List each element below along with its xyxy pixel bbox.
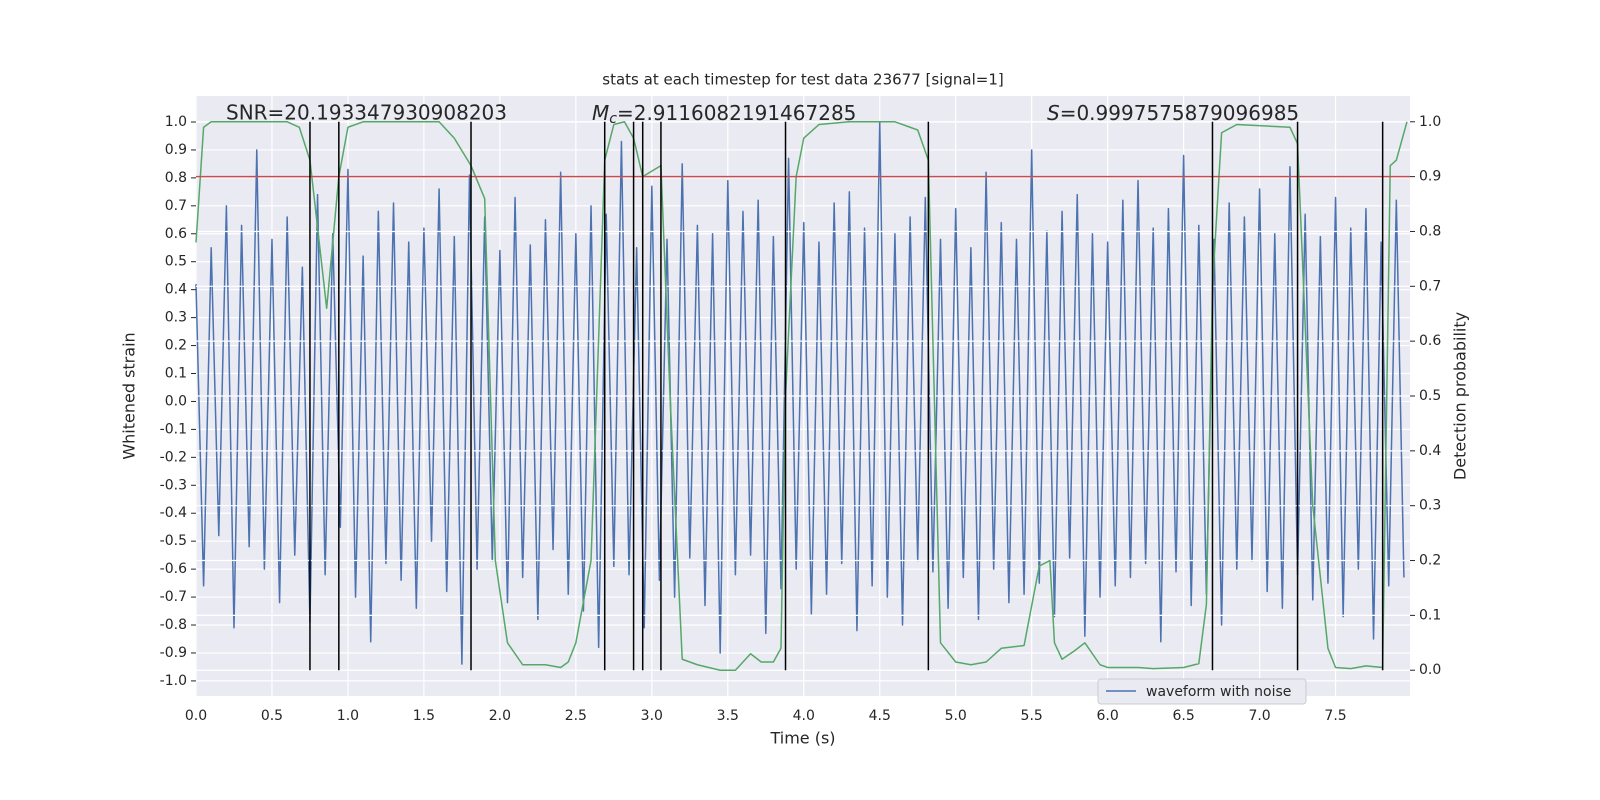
x-tick-label: 3.5: [717, 708, 739, 724]
annotation-symbol: S: [1047, 101, 1060, 125]
annotation-text: =2.9116082191467285: [617, 101, 856, 125]
x-tick-label: 0.0: [185, 708, 207, 724]
y-tick-label: -0.9: [160, 645, 187, 661]
x-axis-label: Time (s): [769, 729, 835, 748]
layer-front: [195, 121, 1410, 671]
y2-axis-label: Detection probability: [1451, 312, 1470, 480]
annotation-symbol: M: [592, 101, 609, 125]
y2-tick-label: 0.6: [1419, 333, 1441, 349]
y2-tick-label: 0.8: [1419, 223, 1441, 239]
y-tick-label: 1.0: [165, 114, 187, 130]
y-tick-label: -1.0: [160, 673, 187, 689]
x-tick-label: 3.0: [641, 708, 663, 724]
x-tick-label: 7.0: [1248, 708, 1270, 724]
y-tick-label: -0.6: [160, 561, 187, 577]
x-tick-label: 1.0: [337, 708, 359, 724]
y-tick-label: -0.4: [160, 505, 187, 521]
x-tick-label: 2.5: [565, 708, 587, 724]
y-tick-label: -0.1: [160, 421, 187, 437]
y-tick-label: 0.1: [165, 366, 187, 382]
y-tick-label: -0.5: [160, 533, 187, 549]
y-tick-label: -0.8: [160, 617, 187, 633]
y2-tick-label: 0.0: [1419, 662, 1441, 678]
y2-tick-label: 0.3: [1419, 498, 1441, 514]
x-tick-label: 0.5: [261, 708, 283, 724]
y-tick-label: 0.4: [165, 282, 187, 298]
x-tick-label: 6.5: [1172, 708, 1194, 724]
x-tick-label: 5.5: [1021, 708, 1043, 724]
y-tick-label: 0.9: [165, 142, 187, 158]
y2-tick-label: 0.7: [1419, 278, 1441, 294]
x-tick-label: 4.0: [793, 708, 815, 724]
legend: waveform with noise: [1097, 678, 1307, 705]
y2-tick-label: 0.4: [1419, 443, 1441, 459]
x-tick-label: 5.0: [945, 708, 967, 724]
y-tick-label: -0.3: [160, 477, 187, 493]
y-tick-label: 0.6: [165, 226, 187, 242]
annotation: SNR=20.193347930908203: [226, 101, 507, 125]
x-tick-label: 1.5: [413, 708, 435, 724]
x-tick-label: 7.5: [1324, 708, 1346, 724]
x-tick-label: 4.5: [869, 708, 891, 724]
y-tick-label: 0.8: [165, 170, 187, 186]
y2-tick-label: 0.5: [1419, 388, 1441, 404]
y-tick-label: -0.7: [160, 589, 187, 605]
y-tick-label: 0.2: [165, 338, 187, 354]
y-tick-label: 0.0: [165, 393, 187, 409]
y-tick-label: 0.7: [165, 198, 187, 214]
legend-label: waveform with noise: [1146, 684, 1291, 700]
x-tick-label: 6.0: [1097, 708, 1119, 724]
x-tick-label: 2.0: [489, 708, 511, 724]
chart-title: stats at each timestep for test data 236…: [602, 71, 1003, 89]
y2-tick-label: 0.2: [1419, 553, 1441, 569]
annotation-subscript: c: [609, 111, 617, 127]
y2-tick-label: 1.0: [1419, 114, 1441, 130]
y-tick-label: 0.5: [165, 254, 187, 270]
y2-tick-label: 0.1: [1419, 607, 1441, 623]
annotation: S=0.9997575879096985: [1047, 101, 1299, 125]
annotation-text: =0.9997575879096985: [1060, 101, 1299, 125]
y-tick-label: 0.3: [165, 310, 187, 326]
y-tick-label: -0.2: [160, 449, 187, 465]
y2-tick-label: 0.9: [1419, 169, 1441, 185]
annotation: Mc=2.9116082191467285: [592, 101, 856, 128]
legend-box: [1097, 678, 1307, 705]
y-axis-label: Whitened strain: [120, 332, 139, 459]
